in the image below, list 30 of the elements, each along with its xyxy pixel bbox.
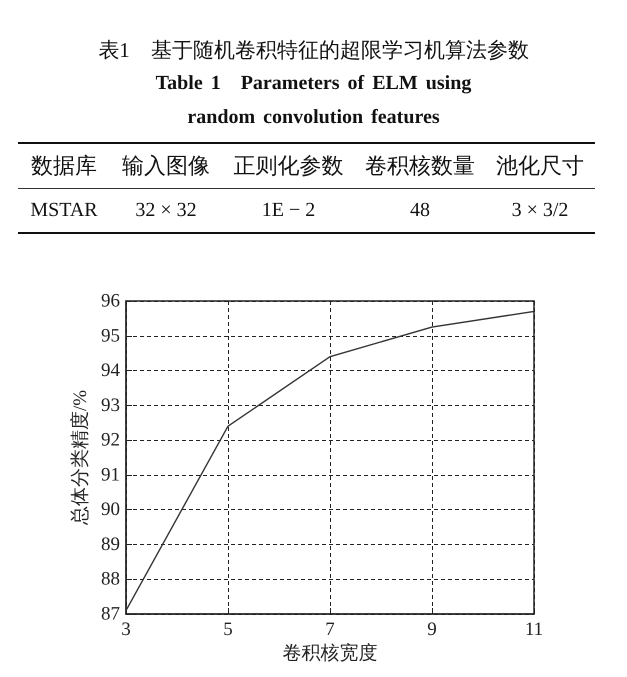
text: 48	[409, 198, 431, 223]
category-label: 数据库	[30, 152, 98, 180]
text: Table 1 Parameters of ELM using random convolution features	[154, 71, 472, 130]
text: 3 × 3/2	[510, 198, 570, 223]
text: MSTAR	[29, 198, 99, 223]
x-axis-title: 卷积核宽度	[282, 642, 378, 664]
y-tick-label: 91	[101, 464, 120, 486]
category-label: 正则化参数	[232, 152, 344, 180]
x-tick-label: 5	[223, 619, 233, 640]
x-tick-label: 3	[121, 619, 131, 640]
y-tick-label: 92	[101, 430, 120, 451]
y-tick-label: 87	[101, 604, 120, 624]
y-tick-label: 88	[101, 568, 120, 590]
category-label: 池化尺寸	[495, 152, 585, 180]
y-tick-label: 90	[101, 499, 120, 520]
y-tick-label: 93	[101, 394, 120, 416]
y-tick-label: 89	[101, 534, 120, 555]
y-tick-label: 95	[101, 325, 120, 346]
category-label: 输入图像	[121, 152, 211, 180]
text: 1E − 2	[260, 198, 316, 223]
x-tick-label: 9	[427, 619, 437, 640]
y-axis-title: 总体分类精度/%	[69, 390, 92, 526]
x-tick-label: 7	[325, 619, 335, 640]
text: 表1 基于随机卷积特征的超限学习机算法参数	[97, 37, 530, 64]
x-tick-label: 11	[524, 619, 544, 640]
y-tick-label: 96	[101, 290, 120, 312]
text: 32 × 32	[134, 198, 198, 223]
line-series	[125, 310, 535, 612]
y-tick-label: 94	[101, 360, 120, 382]
category-label: 卷积核数量	[364, 152, 476, 180]
